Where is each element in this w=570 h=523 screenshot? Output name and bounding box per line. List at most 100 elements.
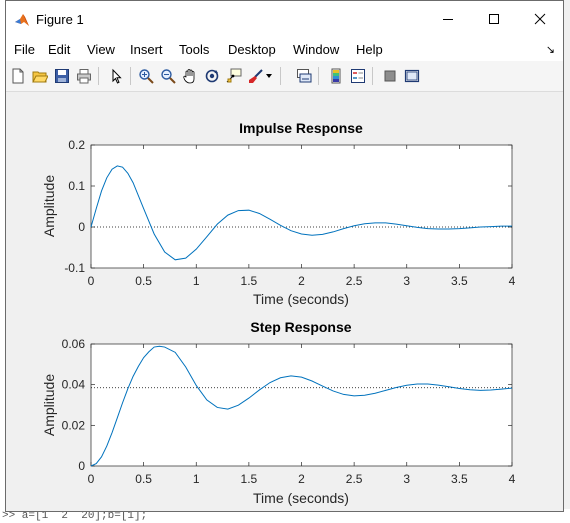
legend-icon (351, 69, 365, 83)
x-tick-label: 4 (509, 472, 516, 486)
x-axis-label: Time (seconds) (253, 490, 349, 506)
menu-desktop[interactable]: Desktop (228, 42, 276, 57)
rotate-3d-icon (205, 69, 219, 83)
y-tick-label: 0.2 (68, 138, 85, 152)
axes-background (90, 343, 513, 467)
x-tick-label: 2 (298, 274, 305, 288)
menu-insert[interactable]: Insert (130, 42, 163, 57)
rotate-3d-button[interactable] (202, 66, 222, 86)
maximize-button[interactable] (471, 1, 517, 37)
data-cursor-button[interactable] (224, 66, 244, 86)
y-tick-label: 0.1 (68, 179, 85, 193)
x-tick-label: 0 (88, 274, 95, 288)
minimize-button[interactable] (425, 1, 471, 37)
toolbar-separator (318, 67, 319, 85)
insert-legend-button[interactable] (348, 66, 368, 86)
menu-file[interactable]: File (14, 42, 35, 57)
save-button[interactable] (52, 66, 72, 86)
show-plot-tools-button[interactable] (402, 66, 422, 86)
y-tick-label: 0.06 (62, 337, 86, 351)
x-tick-label: 2 (298, 472, 305, 486)
impulse-response-line (90, 165, 512, 261)
x-tick-label: 0.5 (135, 274, 152, 288)
menu-view[interactable]: View (87, 42, 115, 57)
step-response-line (90, 345, 513, 467)
plot-title: Step Response (250, 319, 351, 335)
x-tick-label: 3.5 (451, 274, 468, 288)
dock-arrow-icon[interactable]: ↘ (545, 44, 555, 56)
link-plot-button[interactable] (294, 66, 314, 86)
save-icon (55, 69, 69, 83)
zoom-out-button[interactable] (158, 66, 178, 86)
pan-hand-icon (183, 69, 195, 84)
brush-dropdown[interactable] (264, 66, 274, 86)
minimize-icon (443, 19, 453, 20)
menu-window[interactable]: Window (293, 42, 340, 57)
x-tick-label: 2.5 (346, 274, 363, 288)
hide-plot-tools-button[interactable] (380, 66, 400, 86)
toolbar-separator (130, 67, 131, 85)
background-desktop (0, 0, 6, 523)
close-button[interactable] (517, 1, 563, 37)
open-file-icon (32, 71, 48, 83)
show-plot-tools-icon (404, 69, 420, 83)
brush-icon (249, 69, 263, 83)
data-cursor-icon (226, 68, 242, 83)
x-tick-label: 1.5 (241, 274, 258, 288)
menu-edit[interactable]: Edit (48, 42, 71, 57)
y-axis-label: Amplitude (41, 175, 57, 237)
menu-bar: File Edit View Insert Tools Desktop Wind… (6, 37, 563, 61)
x-axis-label: Time (seconds) (253, 291, 349, 307)
x-tick-label: 3.5 (451, 472, 468, 486)
window-title: Figure 1 (36, 12, 84, 27)
figure-window: Figure 1 File Edit View Insert Tools Des… (5, 0, 564, 512)
new-figure-icon (12, 68, 24, 84)
y-tick-label: 0.04 (62, 378, 86, 392)
x-tick-label: 2.5 (346, 472, 363, 486)
link-plot-icon (297, 69, 312, 83)
y-tick-label: 0.02 (62, 418, 86, 432)
background-command-line: >> a=[1 2 20];b=[1]; (0, 509, 570, 523)
x-tick-label: 0 (88, 472, 95, 486)
insert-colorbar-button[interactable] (326, 66, 346, 86)
zoom-in-button[interactable] (136, 66, 156, 86)
zoom-out-icon (161, 69, 176, 84)
menu-tools[interactable]: Tools (179, 42, 210, 57)
edit-plot-arrow-icon (112, 68, 122, 84)
print-button[interactable] (74, 66, 94, 86)
close-icon (534, 13, 546, 25)
title-bar[interactable]: Figure 1 (6, 1, 563, 37)
print-icon (77, 69, 91, 84)
colorbar-icon (331, 68, 341, 84)
figure-canvas[interactable]: Impulse Response 0 0.5 1 1.5 2 2.5 3 3.5 4 -0.1 0 0… (6, 92, 563, 511)
y-tick-label: 0 (78, 459, 85, 473)
impulse-response-axes[interactable]: Impulse Response 0 0.5 1 1.5 2 2.5 3 3.5 4-0.100… (41, 120, 516, 307)
toolbar-separator (98, 67, 99, 85)
toolbar-separator (372, 67, 373, 85)
x-tick-label: 3 (403, 274, 410, 288)
x-tick-label: 1 (193, 274, 200, 288)
x-tick-label: 4 (509, 274, 516, 288)
step-response-axes[interactable]: Step Response 0 0.5 1 1.5 2 2.5 3 3.5 4 0 0.02 0.04… (41, 319, 516, 506)
y-axis-label: Amplitude (41, 374, 57, 436)
hide-plot-tools-icon (384, 70, 396, 82)
toolbar-separator (280, 67, 281, 85)
axes-background (90, 144, 513, 269)
matlab-logo-icon (15, 14, 29, 26)
menu-help[interactable]: Help (356, 42, 383, 57)
y-tick-label: -0.1 (64, 261, 85, 275)
open-file-button[interactable] (30, 66, 50, 86)
x-tick-label: 1.5 (241, 472, 258, 486)
plot-title: Impulse Response (239, 120, 363, 136)
x-tick-label: 3 (403, 472, 410, 486)
x-tick-label: 1 (193, 472, 200, 486)
zoom-in-icon (139, 69, 154, 84)
figure-toolbar (6, 61, 563, 92)
maximize-icon (489, 14, 499, 24)
pan-button[interactable] (180, 66, 200, 86)
brush-button[interactable] (246, 66, 266, 86)
edit-plot-button[interactable] (106, 66, 126, 86)
chevron-down-icon (266, 74, 272, 78)
new-figure-button[interactable] (8, 66, 28, 86)
x-tick-label: 0.5 (135, 472, 152, 486)
